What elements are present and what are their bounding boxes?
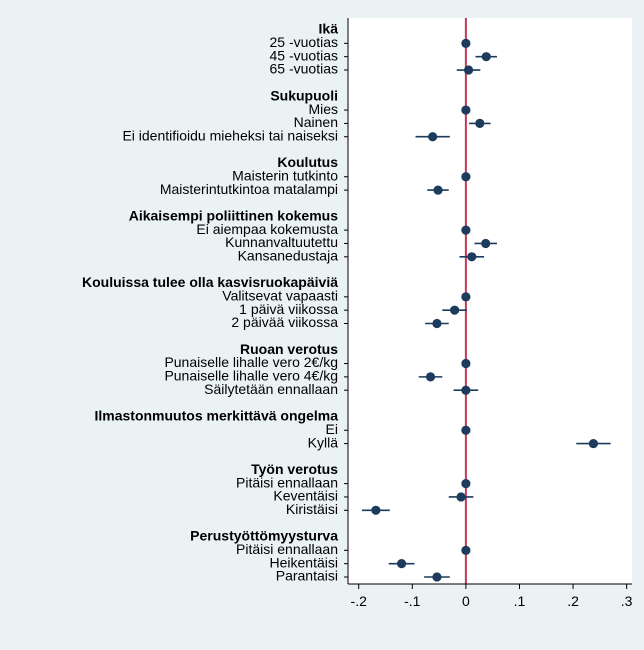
point-estimate bbox=[371, 505, 381, 515]
point-estimate bbox=[461, 358, 471, 369]
row-label: Mies bbox=[308, 101, 338, 117]
point-estimate bbox=[461, 425, 471, 435]
x-tick-label: .3 bbox=[621, 593, 633, 609]
point-estimate bbox=[461, 225, 471, 235]
row-label: Kansanedustaja bbox=[238, 248, 339, 264]
x-tick-label: .2 bbox=[567, 593, 579, 609]
x-tick-label: .1 bbox=[514, 593, 526, 609]
group-title: Ikä bbox=[319, 21, 339, 37]
row-label: 65 -vuotias bbox=[270, 61, 338, 77]
row-label: Keventäisi bbox=[273, 488, 338, 504]
row-label: Maisterintutkintoa matalampi bbox=[160, 181, 338, 197]
point-estimate bbox=[481, 238, 491, 249]
plot-area bbox=[348, 18, 632, 584]
group-title: Perustyöttömyysturva bbox=[190, 528, 338, 544]
point-estimate bbox=[481, 52, 491, 62]
point-estimate bbox=[432, 318, 442, 329]
point-estimate bbox=[432, 572, 442, 582]
x-tick-label: -.1 bbox=[404, 593, 421, 609]
row-label: 45 -vuotias bbox=[270, 47, 338, 63]
row-label: Nainen bbox=[294, 114, 338, 130]
group-title: Aikaisempi poliittinen kokemus bbox=[129, 207, 338, 223]
point-estimate bbox=[461, 105, 471, 115]
group-title: Sukupuoli bbox=[270, 87, 338, 103]
point-estimate bbox=[428, 132, 438, 142]
row-label: Maisterin tutkinto bbox=[232, 167, 338, 183]
row-label: Punaiselle lihalle vero 4€/kg bbox=[164, 368, 338, 384]
point-estimate bbox=[396, 559, 407, 569]
point-estimate bbox=[461, 292, 471, 302]
row-label: 1 päivä viikossa bbox=[239, 301, 338, 317]
row-label: Valitsevat vapaasti bbox=[222, 288, 338, 304]
point-estimate bbox=[461, 545, 471, 555]
point-estimate bbox=[475, 118, 485, 128]
group-title: Työn verotus bbox=[251, 461, 338, 477]
point-estimate bbox=[450, 305, 460, 315]
row-label: Ei aiempaa kokemusta bbox=[196, 221, 338, 237]
row-label: Heikentäisi bbox=[270, 554, 338, 570]
point-estimate bbox=[456, 492, 466, 502]
row-label: Parantaisi bbox=[276, 568, 338, 584]
point-estimate bbox=[467, 252, 477, 262]
group-title: Kouluissa tulee olla kasvisruokapäiviä bbox=[82, 274, 338, 290]
row-label: 2 päivää viikossa bbox=[231, 314, 338, 330]
row-label: Kunnanvaltuutettu bbox=[225, 234, 338, 250]
point-estimate bbox=[463, 65, 474, 75]
row-label: Pitäisi ennallaan bbox=[236, 541, 338, 557]
row-label: Kiristäisi bbox=[286, 501, 338, 517]
x-tick-label: 0 bbox=[462, 593, 470, 609]
point-estimate bbox=[461, 38, 471, 48]
group-title: Ruoan verotus bbox=[240, 341, 338, 357]
point-estimate bbox=[461, 172, 471, 182]
point-estimate bbox=[461, 385, 471, 395]
row-label: Pitäisi ennallaan bbox=[236, 474, 338, 490]
row-label: Punaiselle lihalle vero 2€/kg bbox=[164, 354, 338, 370]
row-label: Ei bbox=[326, 421, 338, 437]
x-tick-label: -.2 bbox=[351, 593, 368, 609]
row-label: 25 -vuotias bbox=[270, 34, 338, 50]
point-estimate bbox=[461, 479, 471, 489]
point-estimate bbox=[588, 438, 599, 449]
group-title: Koulutus bbox=[277, 154, 338, 170]
row-label: Kyllä bbox=[308, 434, 339, 450]
row-label: Säilytetään ennallaan bbox=[204, 381, 338, 397]
group-title: Ilmastonmuutos merkittävä ongelma bbox=[94, 408, 338, 424]
point-estimate bbox=[425, 372, 436, 382]
point-estimate bbox=[433, 185, 443, 195]
row-label: Ei identifioidu mieheksi tai naiseksi bbox=[122, 127, 338, 143]
